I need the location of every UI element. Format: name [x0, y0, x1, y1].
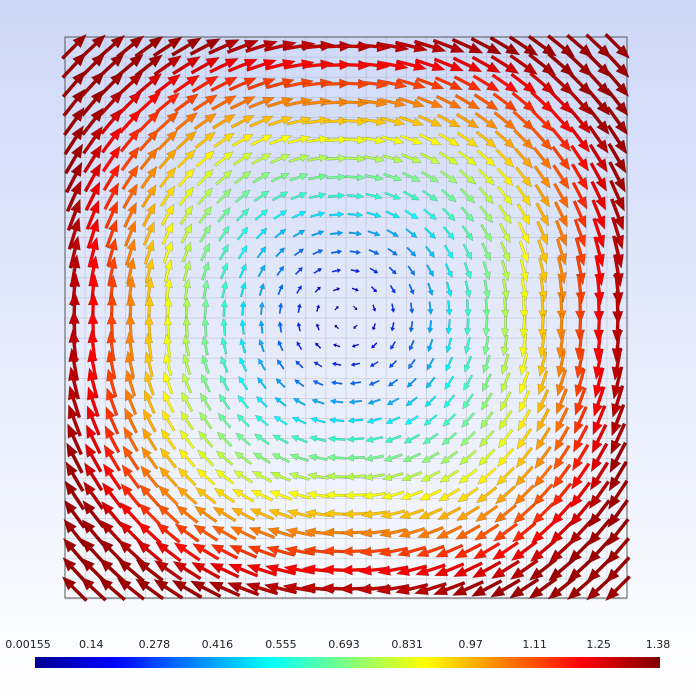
colorbar-tick-label: 0.14: [79, 638, 104, 651]
viewer: 0.00155 0.14 0.278 0.416 0.555 0.693 0.831 0.97…: [0, 0, 696, 698]
colorbar-tick-label: 0.693: [328, 638, 360, 651]
colorbar-tick-label: 1.11: [522, 638, 547, 651]
colorbar-tick-label: 1.38: [646, 638, 671, 651]
colorbar-tick-label: 0.416: [202, 638, 234, 651]
colorbar-tick-label: 0.555: [265, 638, 297, 651]
colorbar-tick-label: 1.25: [586, 638, 611, 651]
colorbar-tick-label: 0.278: [139, 638, 171, 651]
colorbar-tick-label: 0.00155: [5, 638, 51, 651]
colorbar-tick-label: 0.97: [458, 638, 483, 651]
colorbar: [35, 657, 660, 668]
colorbar-tick-label: 0.831: [391, 638, 423, 651]
